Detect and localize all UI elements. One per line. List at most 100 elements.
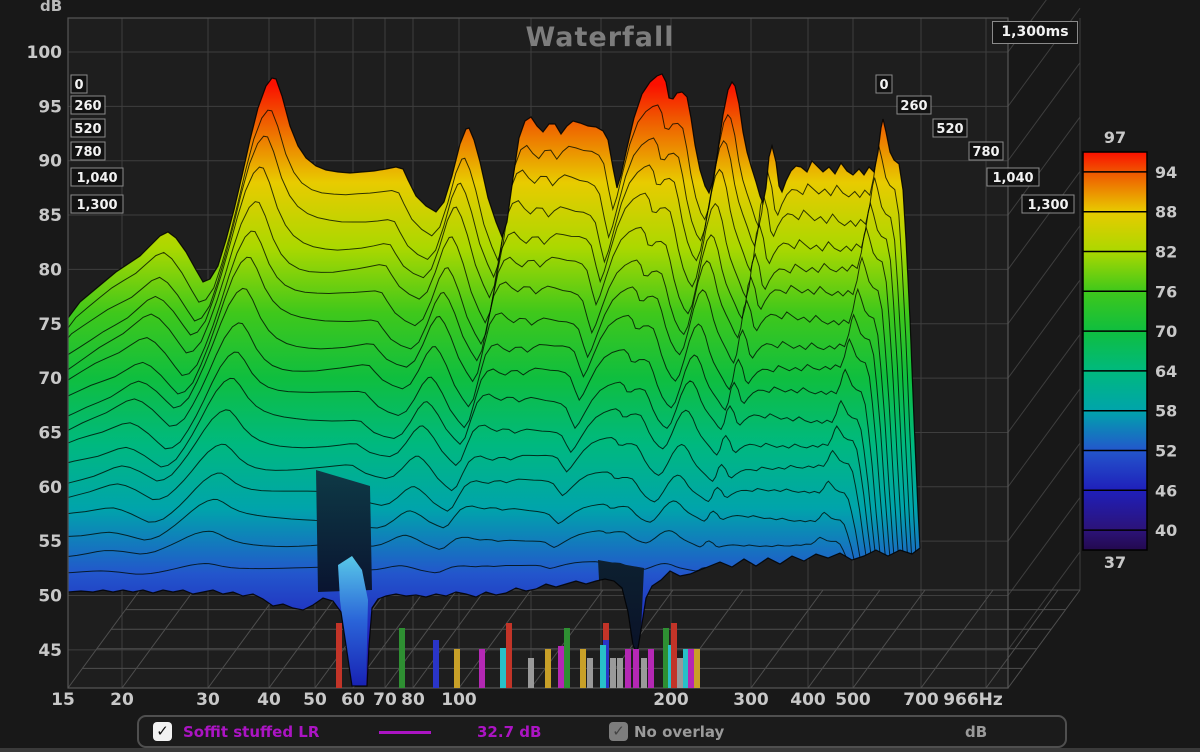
- mode-bar: [641, 658, 647, 688]
- surface-outline: [67, 73, 921, 687]
- time-slice-label-left: 1,300: [70, 194, 124, 214]
- svg-text:520: 520: [74, 122, 101, 137]
- time-slice-label-right: 1,300: [1021, 194, 1075, 214]
- colorbar-boundary-label: 82: [1155, 243, 1177, 262]
- svg-text:780: 780: [74, 145, 101, 160]
- svg-text:1,300: 1,300: [1027, 198, 1068, 213]
- x-tick-label: 60: [341, 690, 365, 710]
- y-tick-label: 45: [38, 641, 62, 661]
- colorbar-boundary-label: 64: [1155, 362, 1177, 381]
- no-overlay-label: No overlay: [634, 723, 725, 741]
- y-tick-label: 75: [38, 315, 62, 335]
- mode-bar: [683, 649, 689, 688]
- time-slice-label-left: 780: [70, 141, 106, 161]
- mode-bar: [610, 658, 616, 688]
- mode-bar: [399, 628, 405, 688]
- mode-bar: [506, 623, 512, 688]
- legend-unit: dB: [965, 723, 988, 741]
- svg-text:0: 0: [879, 78, 888, 93]
- x-tick-label: 70: [373, 690, 397, 710]
- mode-bar: [545, 649, 551, 688]
- time-slice-label-right: 0: [875, 74, 893, 94]
- svg-text:1,040: 1,040: [992, 171, 1033, 186]
- time-range-box: 1,300ms: [992, 21, 1078, 44]
- colorbar-scale: [1082, 151, 1148, 551]
- mode-bar: [633, 649, 639, 688]
- time-slice-label-left: 1,040: [70, 167, 124, 187]
- x-tick-label: 966Hz: [943, 690, 1003, 710]
- mode-bar: [336, 623, 342, 688]
- svg-text:1,300: 1,300: [76, 198, 117, 213]
- y-tick-label: 95: [38, 97, 62, 117]
- measurement-value: 32.7 dB: [477, 723, 542, 741]
- x-tick-label: 30: [196, 690, 220, 710]
- mode-bar: [479, 649, 485, 688]
- y-tick-label: 55: [38, 532, 62, 552]
- svg-text:1,040: 1,040: [76, 171, 117, 186]
- svg-text:520: 520: [936, 122, 963, 137]
- mode-bar: [558, 646, 564, 688]
- mode-bar: [617, 658, 623, 688]
- measurement-label[interactable]: Soffit stuffed LR: [183, 723, 320, 741]
- x-tick-label: 40: [257, 690, 281, 710]
- colorbar-labels: 97 94 88 82 76 70 64 58 52 46 40 37: [1104, 128, 1177, 572]
- y-tick-label: 50: [38, 587, 62, 607]
- decay-notch: [316, 470, 372, 592]
- mode-bar: [648, 649, 654, 688]
- colorbar-boundary-label: 76: [1155, 282, 1177, 301]
- colorbar: 97 94 88 82 76 70 64 58 52 46 40 37: [1082, 128, 1177, 572]
- mode-bar: [694, 649, 700, 688]
- mode-bar: [671, 623, 677, 688]
- x-tick-label: 15: [51, 690, 75, 710]
- measurement-checkbox[interactable]: ✓: [153, 722, 172, 741]
- mode-bar: [564, 628, 570, 688]
- time-slice-label-right: 1,040: [986, 167, 1040, 187]
- time-slice-label-right: 520: [932, 118, 968, 138]
- mode-bars: [336, 623, 700, 688]
- y-tick-label: 60: [38, 478, 62, 498]
- mode-bar: [677, 658, 683, 688]
- colorbar-top-label: 97: [1104, 128, 1126, 147]
- bottom-strip: [0, 748, 1200, 752]
- x-tick-label: 300: [733, 690, 769, 710]
- svg-text:0: 0: [74, 78, 83, 93]
- measurement-trace-swatch: [379, 731, 431, 734]
- mode-bar: [433, 640, 439, 688]
- colorbar-boundary-label: 40: [1155, 521, 1177, 540]
- mode-bar: [688, 649, 694, 688]
- colorbar-boundary-label: 46: [1155, 481, 1177, 500]
- mode-bar: [528, 658, 534, 688]
- no-overlay-checkbox[interactable]: ✓: [609, 722, 628, 741]
- svg-text:780: 780: [972, 145, 999, 160]
- mode-bar: [454, 649, 460, 688]
- x-tick-label: 400: [790, 690, 826, 710]
- time-slice-label-right: 260: [896, 95, 932, 115]
- y-tick-label: 80: [38, 260, 62, 280]
- decay-spike: [338, 556, 368, 686]
- colorbar-boundary-label: 88: [1155, 203, 1177, 222]
- plot-border: [67, 17, 1009, 689]
- x-tick-label: 80: [401, 690, 425, 710]
- legend-bar: ✓ Soffit stuffed LR 32.7 dB ✓ No overlay…: [137, 715, 1067, 748]
- colorbar-boundary-label: 52: [1155, 442, 1177, 461]
- mode-bar: [587, 658, 593, 688]
- mode-bar: [600, 645, 606, 688]
- mode-bar: [500, 648, 506, 688]
- colorbar-boundary-label: 94: [1155, 163, 1177, 182]
- time-slice-label-left: 260: [70, 95, 106, 115]
- colorbar-boundary-label: 58: [1155, 402, 1177, 421]
- mode-bar: [580, 649, 586, 688]
- x-tick-label: 50: [303, 690, 327, 710]
- x-tick-label: 100: [441, 690, 477, 710]
- y-tick-label: 85: [38, 206, 62, 226]
- y-tick-label: 70: [38, 369, 62, 389]
- x-tick-label: 500: [835, 690, 871, 710]
- x-tick-label: 200: [653, 690, 689, 710]
- time-slice-label-left: 520: [70, 118, 106, 138]
- x-tick-label: 700: [903, 690, 939, 710]
- y-tick-label: 65: [38, 423, 62, 443]
- mode-bar: [625, 649, 631, 688]
